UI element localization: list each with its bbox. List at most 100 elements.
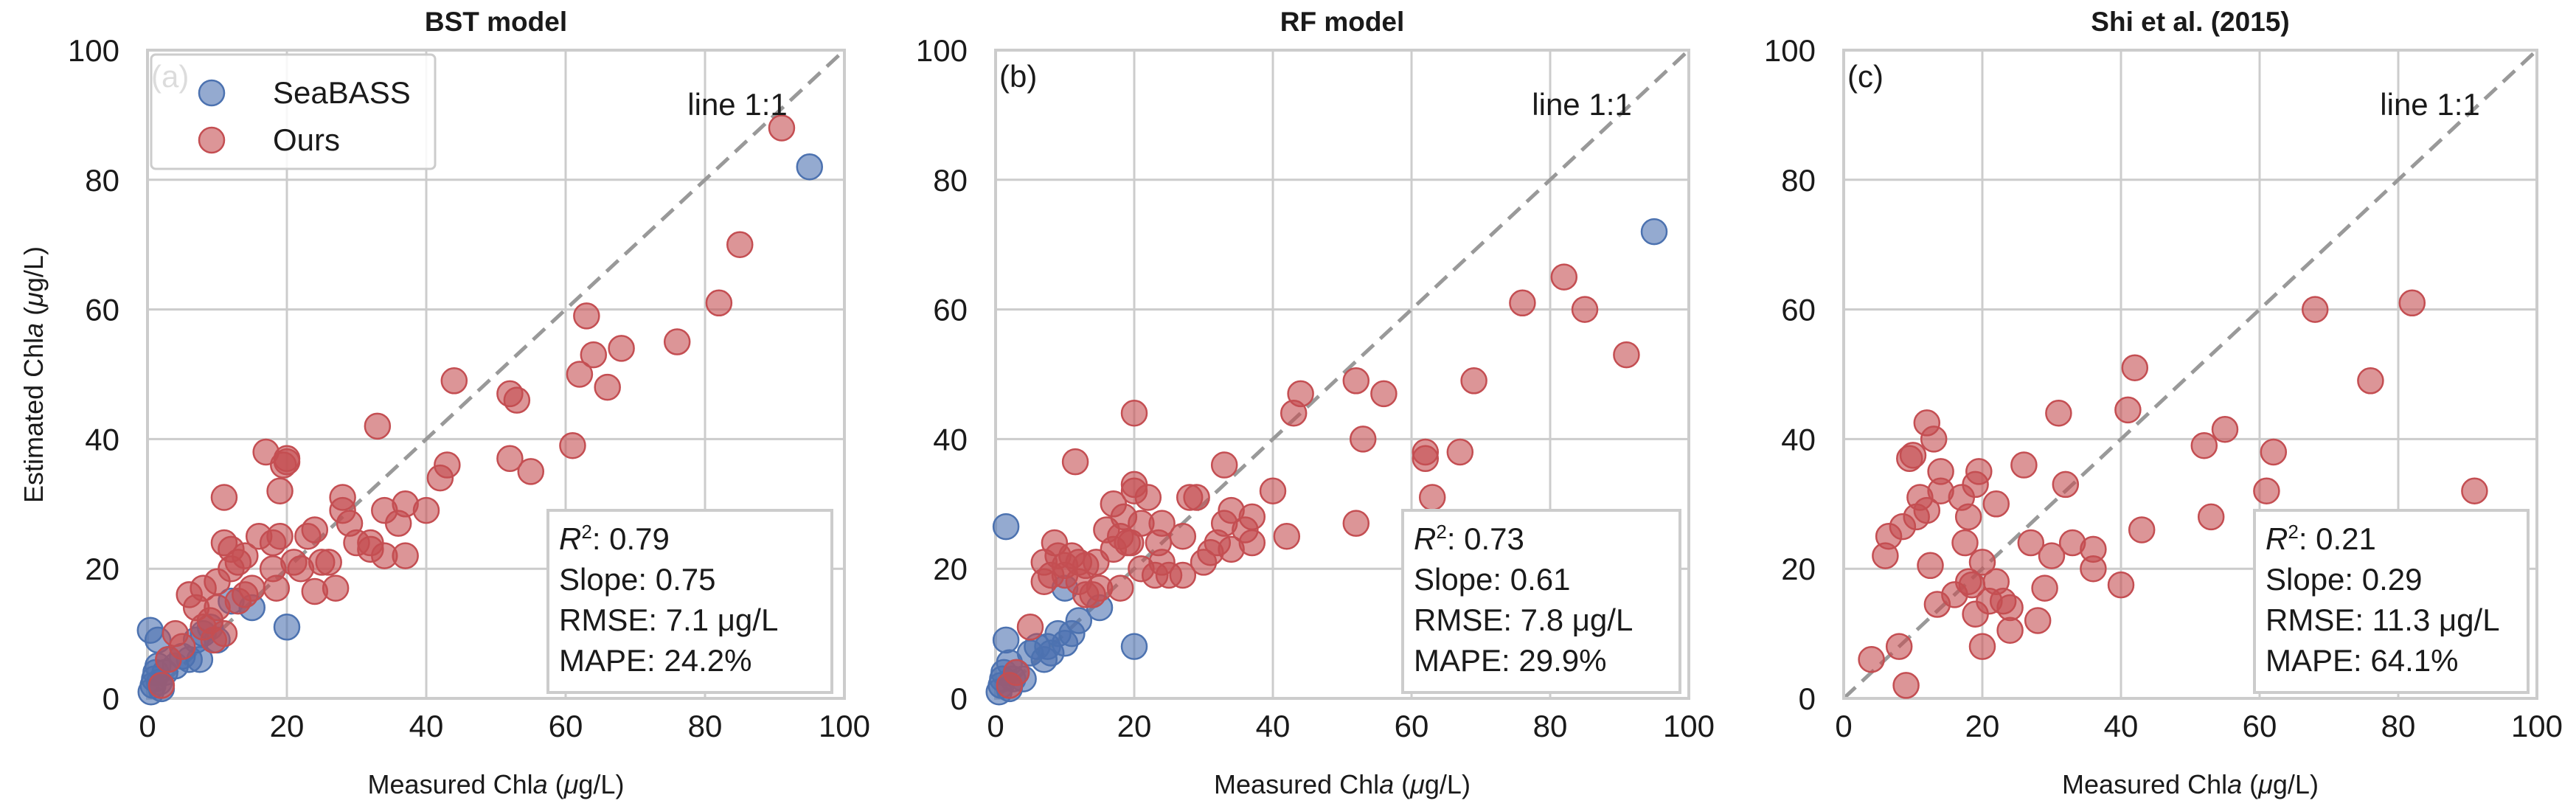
data-point [496, 445, 524, 473]
label-part: Measured Chl [368, 769, 533, 799]
label-part: Measured Chl [2062, 769, 2227, 799]
y-tick-label: 60 [933, 293, 968, 327]
data-point [517, 458, 544, 485]
stats-slope: Slope: 0.75 [559, 562, 716, 597]
y-tick-label: 40 [933, 422, 968, 456]
label-part: μ [1409, 769, 1425, 799]
y-axis-label: Estimated Chla (μg/L) [18, 246, 49, 503]
data-point [1183, 484, 1210, 511]
stats-r2: R2: 0.21 [2266, 521, 2376, 556]
data-point [1273, 523, 1301, 550]
series-ours [996, 263, 1640, 699]
y-tick-label: 0 [1799, 681, 1816, 716]
x-tick-label: 60 [549, 709, 583, 743]
y-tick-label: 80 [933, 163, 968, 198]
label-part: ( [548, 769, 564, 799]
data-point [608, 335, 635, 362]
line-label: line 1:1 [2380, 87, 2479, 122]
label-part: Measured Chl [1214, 769, 1379, 799]
x-tick-label: 60 [2243, 709, 2277, 743]
data-point [210, 484, 238, 511]
data-point [580, 341, 608, 369]
data-point [266, 477, 294, 504]
data-point [1349, 426, 1377, 453]
line-label: line 1:1 [1532, 87, 1631, 122]
line-label: line 1:1 [687, 87, 787, 122]
data-point [503, 386, 531, 414]
data-point [1913, 496, 1941, 524]
x-tick-label: 100 [2511, 709, 2563, 743]
data-point [1899, 442, 1927, 469]
stats-box: R2: 0.79 Slope: 0.75 RMSE: 7.1 μg/L MAPE: 2… [546, 509, 833, 694]
data-point [1210, 451, 1238, 479]
plot-frame [994, 49, 1690, 700]
label-part: : 0.73 [1447, 521, 1524, 556]
data-point [1065, 607, 1093, 634]
x-tick-label: 20 [1965, 709, 2000, 743]
data-point [238, 574, 265, 602]
data-point [1370, 380, 1398, 408]
y-tick-label: 20 [933, 552, 968, 586]
stats-slope: Slope: 0.29 [2266, 562, 2423, 597]
data-point [2121, 354, 2149, 381]
data-point [1954, 503, 1982, 531]
y-tick-label: 60 [85, 293, 119, 327]
label-part: : 0.21 [2299, 521, 2376, 556]
data-point [2357, 367, 2384, 395]
data-point [992, 513, 1020, 541]
data-point [2052, 471, 2080, 499]
data-point [1120, 399, 1148, 427]
y-tick-label: 100 [1764, 33, 1816, 68]
data-point [1002, 659, 1030, 687]
data-point [1968, 633, 1996, 660]
data-point [2010, 451, 2038, 479]
data-point [1134, 484, 1162, 511]
data-point [263, 574, 291, 602]
stats-box-frame [546, 509, 833, 694]
data-point [1892, 672, 1920, 699]
data-point [992, 626, 1020, 654]
x-tick-label: 40 [1256, 709, 1291, 743]
data-point [559, 431, 586, 459]
data-point [1446, 438, 1474, 466]
series-ours [1858, 289, 2488, 699]
stats-box: R2: 0.73 Slope: 0.61 RMSE: 7.8 μg/L MAPE: 2… [1401, 509, 1681, 694]
data-point [1120, 633, 1148, 660]
data-point [169, 633, 196, 660]
data-point [2107, 571, 2135, 599]
stats-rmse: RMSE: 11.3 μg/L [2266, 603, 2500, 637]
data-point [2024, 607, 2052, 634]
y-tick-label: 0 [103, 681, 119, 716]
data-point [1965, 458, 1993, 485]
data-point [1259, 477, 1287, 504]
data-point [1016, 614, 1044, 641]
data-point [1460, 367, 1487, 395]
data-point [1613, 341, 1640, 369]
stats-r2: R2: 0.79 [559, 521, 670, 556]
label-part: μ [2257, 769, 2273, 799]
data-point [273, 445, 301, 473]
y-tick-label: 100 [68, 33, 119, 68]
y-tick-label: 100 [916, 33, 968, 68]
data-point [1418, 484, 1446, 511]
x-tick-label: 40 [409, 709, 444, 743]
data-point [2190, 431, 2218, 459]
data-point [2038, 542, 2066, 569]
data-point [315, 549, 342, 576]
data-point [573, 302, 600, 330]
label-part: a [1379, 769, 1394, 799]
data-point [2128, 516, 2156, 544]
label-part: μ [563, 769, 579, 799]
data-point [1342, 367, 1370, 395]
legend-label: SeaBASS [273, 75, 411, 110]
label-part: g/L) [2273, 769, 2319, 799]
data-point [1509, 289, 1536, 317]
label-part: ( [1394, 769, 1410, 799]
label-part: μ [18, 292, 49, 308]
data-point [2080, 555, 2107, 583]
data-point [2211, 415, 2239, 443]
stats-box-frame [1401, 509, 1681, 694]
label-part: a [18, 323, 49, 338]
